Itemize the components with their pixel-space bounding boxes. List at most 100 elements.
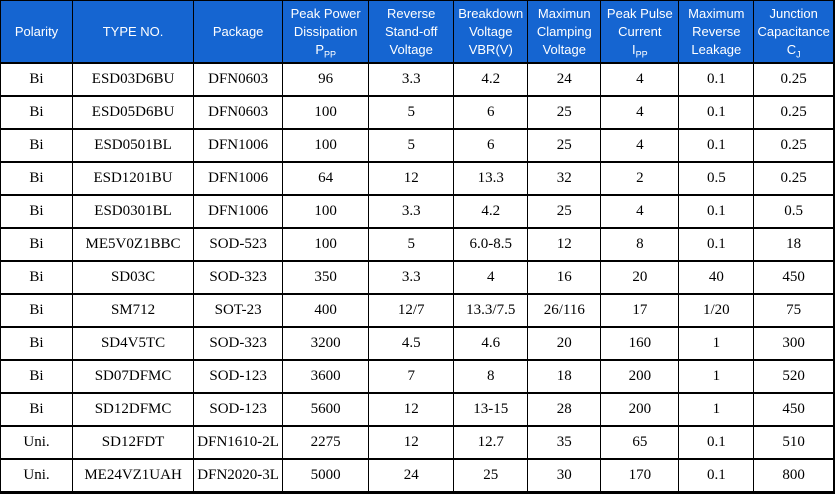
cell-package: SOD-123 (193, 359, 284, 394)
cell-peak-pulse-current: 160 (600, 326, 680, 361)
cell-reverse-standoff: 24 (368, 458, 455, 494)
column-header-line: Breakdown (458, 5, 524, 21)
cell-peak-power: 100 (282, 95, 370, 130)
cell-clamping-voltage: 25 (527, 95, 602, 130)
cell-polarity: Bi (0, 293, 74, 328)
cell-reverse-standoff: 5 (368, 227, 455, 262)
header-row: Polarity TYPE NO. Package Peak Power Dissipa… (0, 0, 835, 64)
column-header-reverse-leakage: Maximum Reverse Leakage (678, 0, 755, 64)
cell-peak-pulse-current: 200 (600, 359, 680, 394)
column-header-peak-power: Peak Power Dissipation PPP (282, 0, 370, 64)
cell-clamping-voltage: 25 (527, 128, 602, 163)
cell-type-no: ME24VZ1UAH (72, 458, 195, 494)
cell-peak-power: 64 (282, 161, 370, 196)
cell-peak-pulse-current: 4 (600, 194, 680, 229)
cell-type-no: ESD0501BL (72, 128, 195, 163)
cell-junction-capacitance: 450 (753, 260, 835, 295)
cell-peak-pulse-current: 20 (600, 260, 680, 295)
cell-junction-capacitance: 0.25 (753, 161, 835, 196)
table-header: Polarity TYPE NO. Package Peak Power Dissipa… (0, 0, 835, 64)
cell-reverse-standoff: 12/7 (368, 293, 455, 328)
column-header-line: Capacitance (757, 23, 830, 39)
cell-type-no: SM712 (72, 293, 195, 328)
cell-reverse-leakage: 0.1 (678, 227, 755, 262)
cell-peak-power: 100 (282, 194, 370, 229)
column-header-line: Maximum (688, 5, 745, 21)
cell-type-no: SD12DFMC (72, 392, 195, 427)
table-row: Bi SD03C SOD-323 350 3.3 4 16 20 40 450 (0, 260, 835, 295)
cell-clamping-voltage: 24 (527, 62, 602, 97)
table-row: Bi SD07DFMC SOD-123 3600 7 8 18 200 1 520 (0, 359, 835, 394)
cell-junction-capacitance: 0.25 (753, 62, 835, 97)
cell-polarity: Uni. (0, 458, 74, 494)
subscript: PP (635, 49, 648, 60)
cell-junction-capacitance: 800 (753, 458, 835, 494)
cell-clamping-voltage: 18 (527, 359, 602, 394)
cell-peak-pulse-current: 200 (600, 392, 680, 427)
table-row: Bi ESD03D6BU DFN0603 96 3.3 4.2 24 4 0.1 0.25 (0, 62, 835, 97)
column-header-line: Maximun (537, 5, 591, 21)
column-header-line: Voltage (389, 41, 433, 57)
cell-breakdown-voltage: 4.6 (453, 326, 529, 361)
table-body: Bi ESD03D6BU DFN0603 96 3.3 4.2 24 4 0.1 0.25 Bi ES… (0, 62, 835, 494)
cell-polarity: Bi (0, 359, 74, 394)
table-row: Uni. ME24VZ1UAH DFN2020-3L 5000 24 25 30 170 0.1… (0, 458, 835, 494)
cell-reverse-leakage: 0.1 (678, 425, 755, 460)
cell-peak-power: 100 (282, 128, 370, 163)
column-header-junction-capacitance: Junction Capacitance CJ (753, 0, 835, 64)
table-row: Bi SM712 SOT-23 400 12/7 13.3/7.5 26/116 17 1/20… (0, 293, 835, 328)
cell-package: DFN2020-3L (193, 458, 284, 494)
cell-peak-power: 350 (282, 260, 370, 295)
cell-reverse-leakage: 1/20 (678, 293, 755, 328)
cell-reverse-standoff: 3.3 (368, 62, 455, 97)
cell-clamping-voltage: 30 (527, 458, 602, 494)
cell-package: DFN1006 (193, 194, 284, 229)
cell-package: DFN0603 (193, 95, 284, 130)
column-header-line: Voltage (469, 23, 513, 39)
cell-type-no: SD07DFMC (72, 359, 195, 394)
cell-breakdown-voltage: 4 (453, 260, 529, 295)
column-header-polarity: Polarity (0, 0, 74, 64)
cell-breakdown-voltage: 13.3/7.5 (453, 293, 529, 328)
column-header-line: TYPE NO. (102, 23, 164, 39)
column-header-line: Current (618, 23, 662, 39)
cell-clamping-voltage: 16 (527, 260, 602, 295)
cell-package: SOD-123 (193, 392, 284, 427)
cell-clamping-voltage: 25 (527, 194, 602, 229)
column-header-breakdown-voltage: Breakdown Voltage VBR(V) (453, 0, 529, 64)
cell-clamping-voltage: 28 (527, 392, 602, 427)
cell-reverse-leakage: 1 (678, 359, 755, 394)
cell-type-no: SD4V5TC (72, 326, 195, 361)
cell-clamping-voltage: 32 (527, 161, 602, 196)
cell-peak-pulse-current: 4 (600, 128, 680, 163)
subscript: PP (323, 49, 336, 60)
cell-peak-pulse-current: 17 (600, 293, 680, 328)
cell-clamping-voltage: 35 (527, 425, 602, 460)
cell-breakdown-voltage: 6.0-8.5 (453, 227, 529, 262)
cell-package: SOD-523 (193, 227, 284, 262)
column-header-clamping-voltage: Maximun Clamping Voltage (527, 0, 602, 64)
column-header-line: IPP (631, 41, 648, 60)
cell-reverse-standoff: 12 (368, 161, 455, 196)
cell-breakdown-voltage: 13-15 (453, 392, 529, 427)
table-row: Bi SD12DFMC SOD-123 5600 12 13-15 28 200 1 450 (0, 392, 835, 427)
cell-peak-pulse-current: 4 (600, 62, 680, 97)
cell-type-no: ESD1201BU (72, 161, 195, 196)
table-row: Bi ESD1201BU DFN1006 64 12 13.3 32 2 0.5 0.25 (0, 161, 835, 196)
cell-package: DFN1006 (193, 128, 284, 163)
cell-junction-capacitance: 75 (753, 293, 835, 328)
cell-junction-capacitance: 0.5 (753, 194, 835, 229)
cell-type-no: SD12FDT (72, 425, 195, 460)
cell-breakdown-voltage: 6 (453, 128, 529, 163)
cell-peak-power: 5000 (282, 458, 370, 494)
cell-breakdown-voltage: 4.2 (453, 62, 529, 97)
cell-peak-power: 96 (282, 62, 370, 97)
cell-polarity: Bi (0, 326, 74, 361)
cell-reverse-standoff: 5 (368, 95, 455, 130)
cell-reverse-standoff: 4.5 (368, 326, 455, 361)
table-row: Bi ESD0501BL DFN1006 100 5 6 25 4 0.1 0.25 (0, 128, 835, 163)
cell-peak-power: 100 (282, 227, 370, 262)
cell-junction-capacitance: 510 (753, 425, 835, 460)
cell-reverse-leakage: 0.1 (678, 128, 755, 163)
